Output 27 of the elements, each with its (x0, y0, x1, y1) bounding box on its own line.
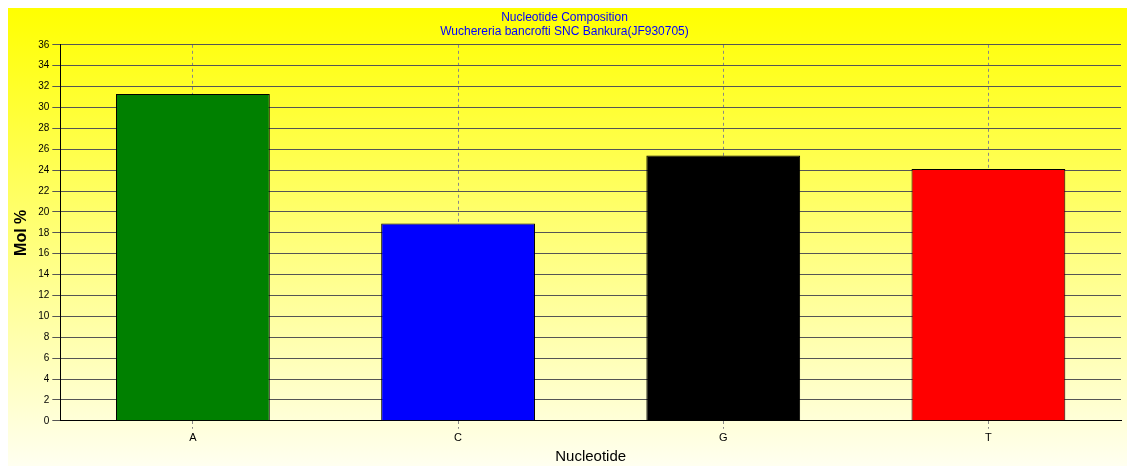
y-tick-label: 26 (38, 142, 50, 154)
y-tick-label: 18 (38, 226, 50, 238)
y-axis-title: Mol % (12, 209, 30, 256)
y-tick-label: 12 (38, 289, 50, 301)
y-tick-label: 8 (43, 330, 50, 342)
y-tick-label: 30 (38, 101, 50, 113)
x-tick-label: A (189, 431, 198, 444)
y-tick-label: 34 (38, 59, 50, 71)
x-tick-label: C (454, 431, 463, 444)
y-tick-label: 2 (43, 393, 50, 405)
y-tick-label: 0 (43, 414, 50, 426)
y-tick-label: 22 (38, 184, 50, 196)
y-tick-label: 28 (38, 122, 50, 134)
x-axis-title: Nucleotide (555, 447, 627, 465)
x-tick-label: G (718, 431, 728, 444)
y-tick-label: 24 (38, 163, 50, 175)
y-tick-label: 32 (38, 80, 50, 92)
chart-title: Nucleotide Composition (501, 9, 628, 24)
chart-subtitle: Wuchereria bancrofti SNC Bankura(JF930705) (440, 23, 689, 38)
x-tick-label: T (985, 431, 993, 444)
y-tick-label: 6 (43, 351, 50, 363)
y-tick-label: 36 (38, 38, 50, 50)
y-tick-label: 14 (38, 268, 50, 280)
y-tick-label: 16 (38, 247, 50, 259)
y-tick-label: 20 (38, 205, 50, 217)
y-tick-label: 4 (43, 372, 50, 384)
y-tick-label: 10 (38, 310, 50, 322)
